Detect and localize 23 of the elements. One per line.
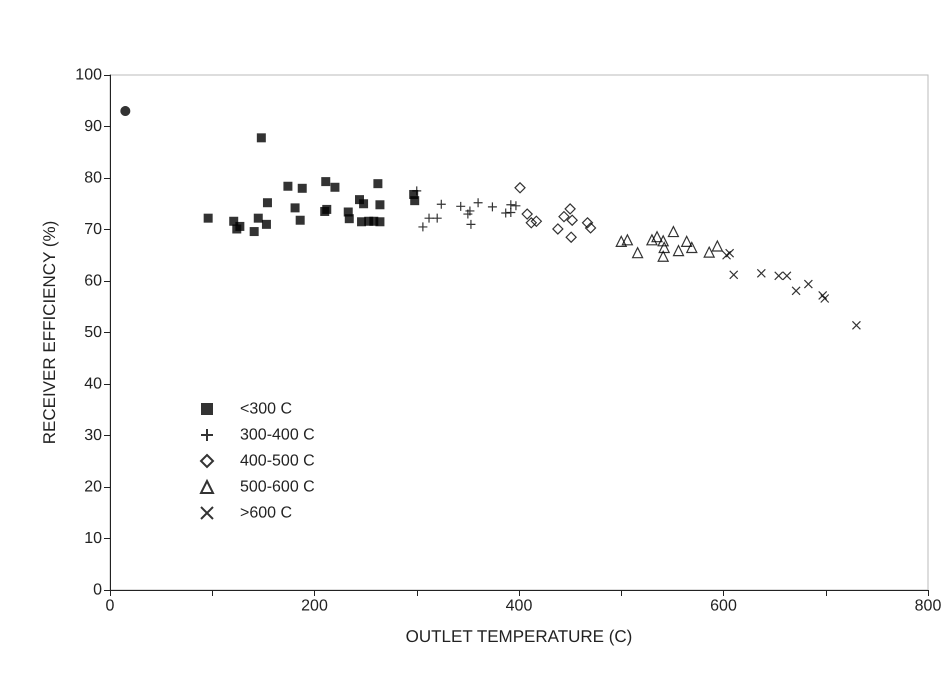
- legend-label: 300-400 C: [240, 426, 315, 444]
- y-tick-label: 60: [84, 272, 102, 290]
- y-tick-label: 50: [84, 324, 102, 341]
- y-tick-label: 100: [75, 66, 102, 84]
- x-axis-title: OUTLET TEMPERATURE (C): [406, 627, 632, 646]
- x-tick-label: 400: [506, 598, 532, 614]
- y-tick-label: 90: [84, 118, 102, 135]
- y-tick-label: 0: [93, 582, 102, 598]
- x-tick-label: 800: [914, 598, 942, 614]
- y-tick-label: 80: [84, 170, 102, 186]
- x-tick-label: 600: [710, 598, 737, 614]
- legend-label: <300 C: [240, 400, 292, 418]
- y-tick-label: 40: [84, 376, 102, 392]
- y-tick-label: 20: [84, 478, 102, 496]
- x-tick-label: 200: [301, 598, 328, 614]
- legend-label: 500-600 C: [240, 478, 315, 496]
- legend-label: 400-500 C: [240, 452, 315, 470]
- legend-label: >600 C: [240, 504, 292, 522]
- y-tick-label: 10: [84, 530, 102, 547]
- y-tick-label: 70: [84, 221, 102, 238]
- y-tick-label: 30: [84, 427, 102, 444]
- x-tick-label: 0: [106, 598, 115, 614]
- y-axis-title: RECEIVER EFFICIENCY (%): [40, 220, 59, 444]
